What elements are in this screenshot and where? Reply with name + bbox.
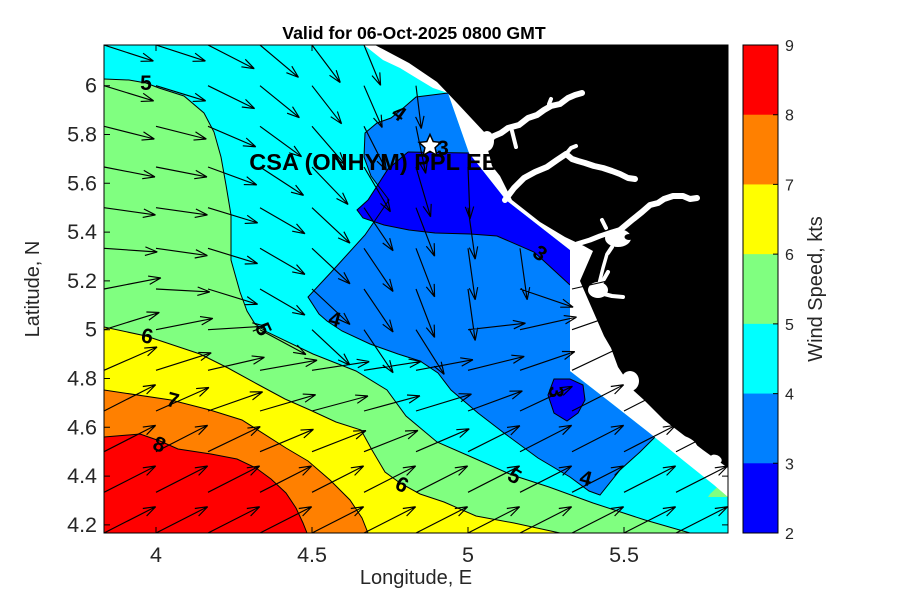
svg-text:3: 3 [437,137,449,160]
svg-text:6: 6 [139,324,155,349]
svg-text:9: 9 [785,38,794,55]
svg-text:5: 5 [85,318,97,342]
svg-text:Longitude, E: Longitude, E [360,567,472,589]
svg-text:5.2: 5.2 [67,269,97,293]
svg-text:5: 5 [462,543,474,567]
svg-text:5: 5 [140,72,152,95]
svg-text:4: 4 [785,387,794,404]
svg-text:4.2: 4.2 [67,513,97,537]
svg-text:3: 3 [785,456,794,473]
svg-text:Latitude, N: Latitude, N [22,241,44,338]
svg-text:4: 4 [150,543,162,567]
svg-text:4.5: 4.5 [297,543,327,567]
svg-text:3: 3 [544,386,567,398]
svg-text:Valid for 06-Oct-2025 0800 GMT: Valid for 06-Oct-2025 0800 GMT [282,23,546,43]
svg-text:5.6: 5.6 [67,171,97,195]
svg-text:6: 6 [785,247,794,264]
svg-text:7: 7 [785,177,794,194]
svg-text:5.5: 5.5 [609,543,639,567]
svg-text:7: 7 [164,388,181,413]
svg-text:5: 5 [785,317,794,334]
svg-text:Wind Speed, kts: Wind Speed, kts [805,216,827,362]
svg-text:8: 8 [785,108,794,125]
svg-text:2: 2 [785,526,794,543]
svg-text:4.4: 4.4 [67,464,97,488]
svg-text:4.6: 4.6 [67,415,97,439]
svg-text:5.4: 5.4 [67,220,97,244]
svg-text:5.8: 5.8 [67,122,97,146]
svg-text:CSA (ONHYM) PPL EB: CSA (ONHYM) PPL EB [249,149,498,175]
svg-text:6: 6 [85,74,97,98]
svg-text:4.8: 4.8 [67,366,97,390]
